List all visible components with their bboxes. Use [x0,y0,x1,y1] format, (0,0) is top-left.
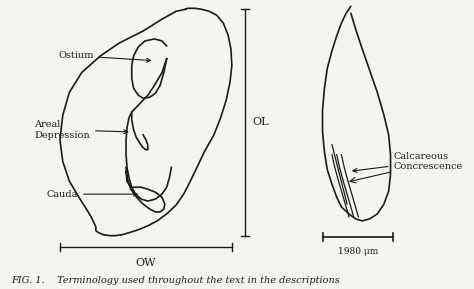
Text: Ostium: Ostium [58,51,150,62]
Text: OL: OL [253,118,269,127]
Text: Cauda: Cauda [47,190,137,199]
Text: OW: OW [136,258,156,268]
Text: 1980 μm: 1980 μm [338,247,378,255]
Text: FIG. 1.    Terminology used throughout the text in the descriptions: FIG. 1. Terminology used throughout the … [11,276,339,285]
Text: Calcareous
Concrescence: Calcareous Concrescence [353,152,463,172]
Text: Areal
Depression: Areal Depression [35,120,128,140]
